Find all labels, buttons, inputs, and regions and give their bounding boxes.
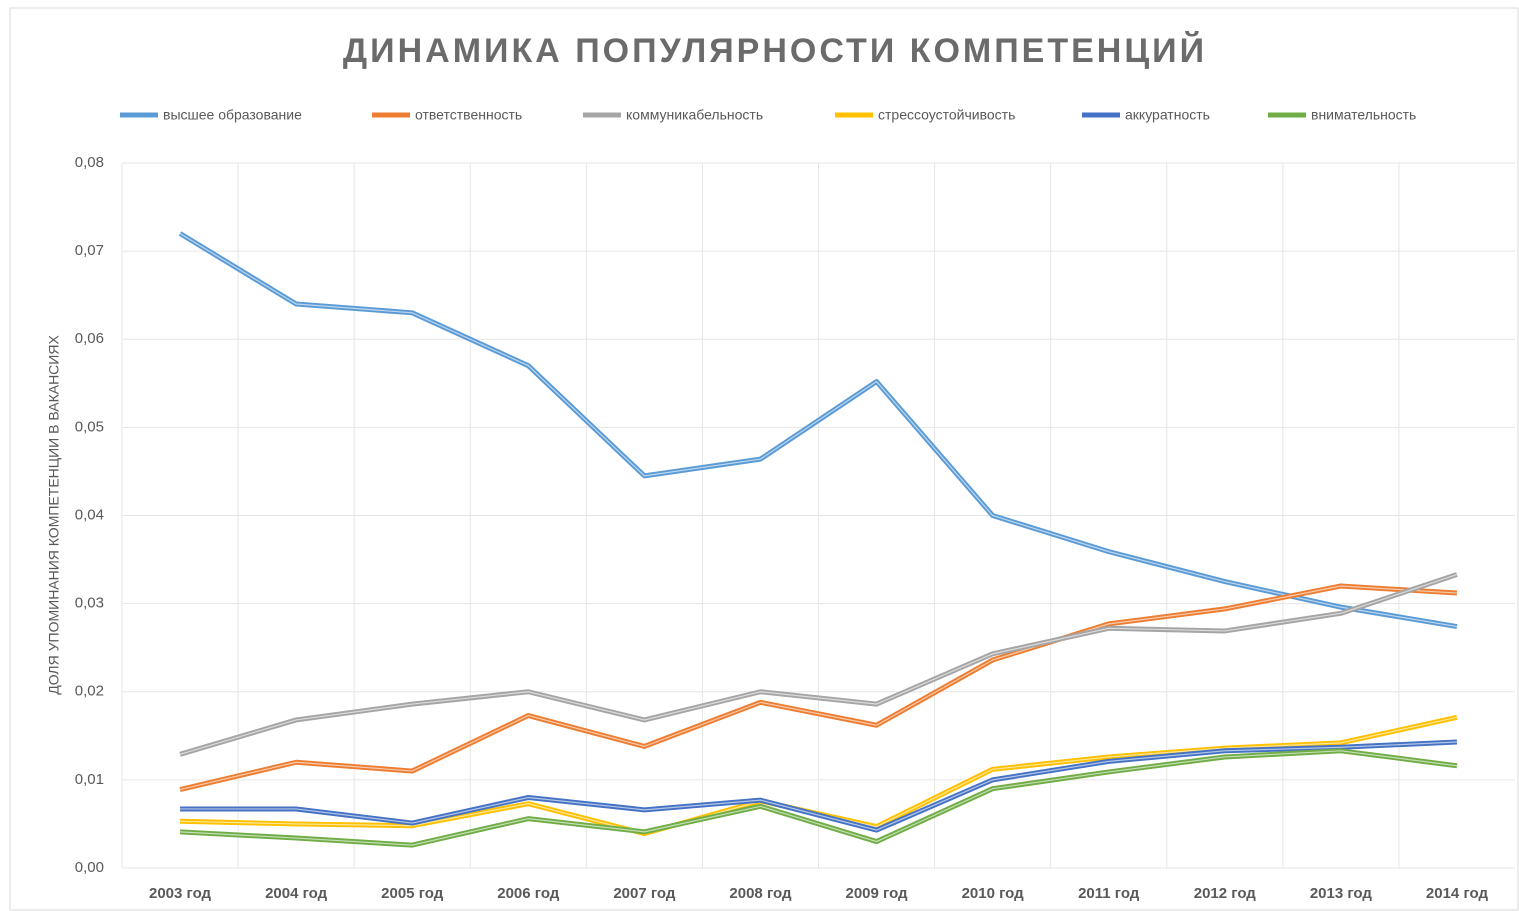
- y-tick-label: 0,05: [75, 418, 104, 435]
- y-tick-label: 0,02: [75, 683, 104, 700]
- legend-label: внимательность: [1311, 107, 1416, 123]
- x-tick-label: 2010 год: [962, 885, 1025, 902]
- legend-label: коммуникабельность: [626, 107, 763, 123]
- y-tick-label: 0,06: [75, 330, 104, 347]
- x-tick-label: 2004 год: [265, 885, 328, 902]
- x-tick-label: 2014 год: [1426, 885, 1489, 902]
- series-line-highlight: [179, 585, 1457, 791]
- x-tick-label: 2007 год: [613, 885, 676, 902]
- x-tick-label: 2013 год: [1310, 885, 1373, 902]
- x-tick-label: 2003 год: [149, 885, 212, 902]
- y-tick-label: 0,07: [75, 242, 104, 259]
- y-tick-label: 0,00: [75, 859, 104, 876]
- y-tick-label: 0,01: [75, 771, 104, 788]
- y-axis-label: ДОЛЯ УПОМИНАНИЯ КОМПЕТЕНЦИИ В ВАКАНСИЯХ: [46, 335, 62, 695]
- series-line-highlight: [180, 741, 1457, 831]
- x-tick-label: 2011 год: [1078, 885, 1140, 902]
- x-tick-label: 2012 год: [1194, 885, 1257, 902]
- y-tick-label: 0,08: [75, 154, 104, 171]
- x-tick-label: 2009 год: [846, 885, 909, 902]
- legend-label: ответственность: [415, 107, 522, 123]
- y-tick-label: 0,03: [75, 595, 104, 612]
- series-line-highlight: [179, 573, 1458, 755]
- series-line-highlight: [180, 750, 1458, 846]
- legend-label: аккуратность: [1125, 107, 1210, 123]
- y-tick-label: 0,04: [75, 506, 104, 523]
- series-line-highlight: [179, 232, 1458, 628]
- chart-title: ДИНАМИКА ПОПУЛЯРНОСТИ КОМПЕТЕНЦИЙ: [343, 31, 1207, 70]
- x-tick-label: 2008 год: [729, 885, 792, 902]
- legend-label: стрессоустойчивость: [878, 107, 1015, 123]
- legend-label: высшее образование: [163, 107, 302, 123]
- x-tick-label: 2006 год: [497, 885, 560, 902]
- x-tick-label: 2005 год: [381, 885, 444, 902]
